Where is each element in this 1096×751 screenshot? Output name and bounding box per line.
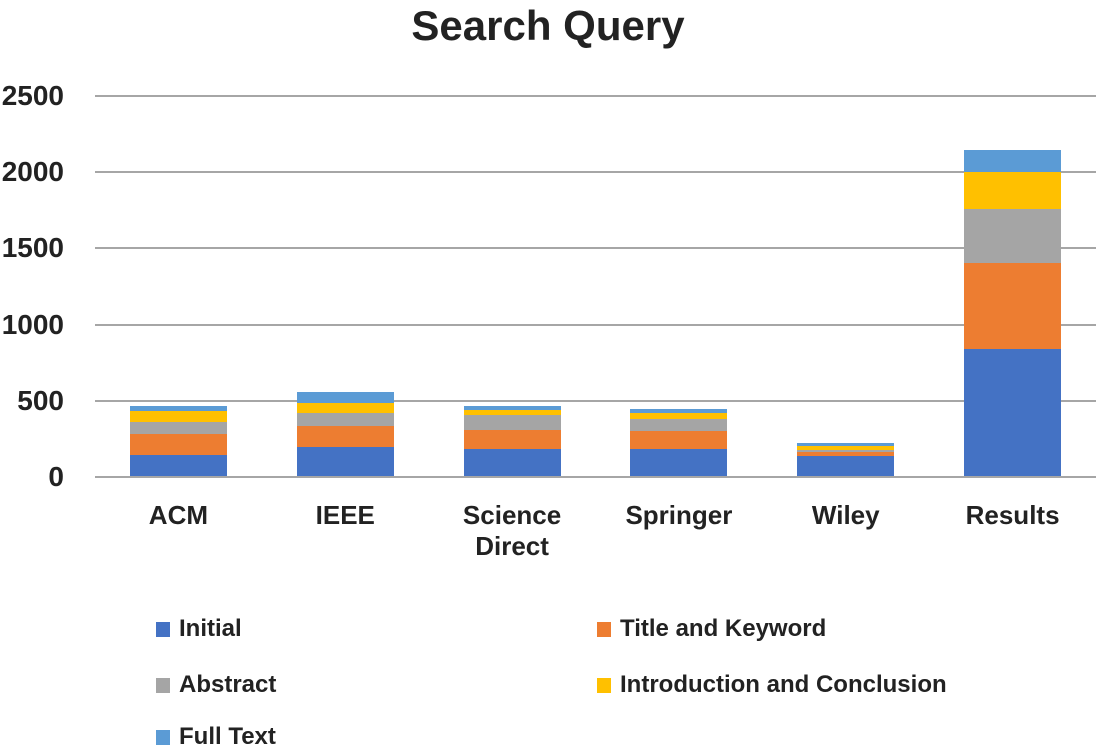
segment-initial <box>463 449 561 476</box>
bar-acm <box>129 405 227 476</box>
legend-item-abstract: Abstract <box>156 671 276 699</box>
segment-introduction-and-conclusion <box>129 410 227 422</box>
segment-abstract <box>964 208 1062 264</box>
bar-springer <box>630 408 728 476</box>
segment-introduction-and-conclusion <box>964 171 1062 209</box>
gridline-0 <box>95 476 1096 478</box>
segment-full-text <box>463 405 561 410</box>
legend-swatch-icon <box>156 621 170 637</box>
legend-item-introduction-and-conclusion: Introduction and Conclusion <box>597 671 947 699</box>
legend-swatch-icon <box>156 729 170 745</box>
x-tick-label-ieee: IEEE <box>315 500 375 530</box>
gridline-2000 <box>95 171 1096 174</box>
bar-wiley <box>797 443 895 476</box>
segment-initial <box>964 348 1062 476</box>
segment-title-and-keyword <box>129 434 227 455</box>
legend-label: Initial <box>179 615 242 642</box>
legend-swatch-icon <box>156 677 170 693</box>
bar-results <box>964 149 1062 476</box>
x-tick-label-wiley: Wiley <box>811 500 880 530</box>
segment-abstract <box>797 449 895 453</box>
y-tick-label-1000: 1000 <box>1 308 64 340</box>
segment-introduction-and-conclusion <box>630 412 728 419</box>
segment-full-text <box>129 405 227 411</box>
segment-initial <box>630 449 728 476</box>
segment-title-and-keyword <box>296 425 394 448</box>
segment-abstract <box>296 412 394 426</box>
segment-full-text <box>296 392 394 403</box>
segment-full-text <box>630 408 728 413</box>
gridline-1000 <box>95 323 1096 326</box>
legend-item-title-and-keyword: Title and Keyword <box>597 615 826 643</box>
legend-swatch-icon <box>597 677 611 693</box>
segment-introduction-and-conclusion <box>463 409 561 416</box>
legend-label: Full Text <box>179 723 276 750</box>
segment-title-and-keyword <box>630 431 728 450</box>
y-tick-label-1500: 1500 <box>1 232 64 264</box>
gridline-500 <box>95 399 1096 402</box>
segment-abstract <box>630 418 728 432</box>
segment-full-text <box>964 149 1062 172</box>
chart-title: Search Query <box>411 2 685 49</box>
y-tick-label-500: 500 <box>17 384 64 416</box>
gridline-2500 <box>95 95 1096 97</box>
x-tick-label-science-direct: Science Direct <box>462 500 562 561</box>
legend-label: Title and Keyword <box>620 615 827 642</box>
segment-initial <box>797 456 895 476</box>
gridline-1500 <box>95 247 1096 250</box>
legend-item-initial: Initial <box>156 615 242 643</box>
legend-label: Introduction and Conclusion <box>620 671 947 698</box>
segment-initial <box>296 447 394 476</box>
segment-initial <box>129 454 227 476</box>
bar-science-direct <box>463 405 561 476</box>
segment-full-text <box>797 443 895 447</box>
y-tick-label-2000: 2000 <box>1 156 64 188</box>
bar-ieee <box>296 392 394 476</box>
legend-label: Abstract <box>179 671 277 698</box>
segment-introduction-and-conclusion <box>296 402 394 413</box>
segment-abstract <box>129 421 227 435</box>
x-tick-label-results: Results <box>965 500 1060 530</box>
segment-title-and-keyword <box>797 452 895 457</box>
y-tick-label-0: 0 <box>48 461 64 492</box>
legend-item-full-text: Full Text <box>156 723 276 751</box>
plot-area <box>95 95 1096 478</box>
segment-title-and-keyword <box>463 430 561 450</box>
x-tick-label-acm: ACM <box>148 500 209 530</box>
legend-swatch-icon <box>597 621 611 637</box>
segment-abstract <box>463 415 561 431</box>
segment-title-and-keyword <box>964 263 1062 349</box>
y-tick-label-2500: 2500 <box>1 80 64 111</box>
x-tick-label-springer: Springer <box>625 500 733 530</box>
segment-introduction-and-conclusion <box>797 446 895 450</box>
